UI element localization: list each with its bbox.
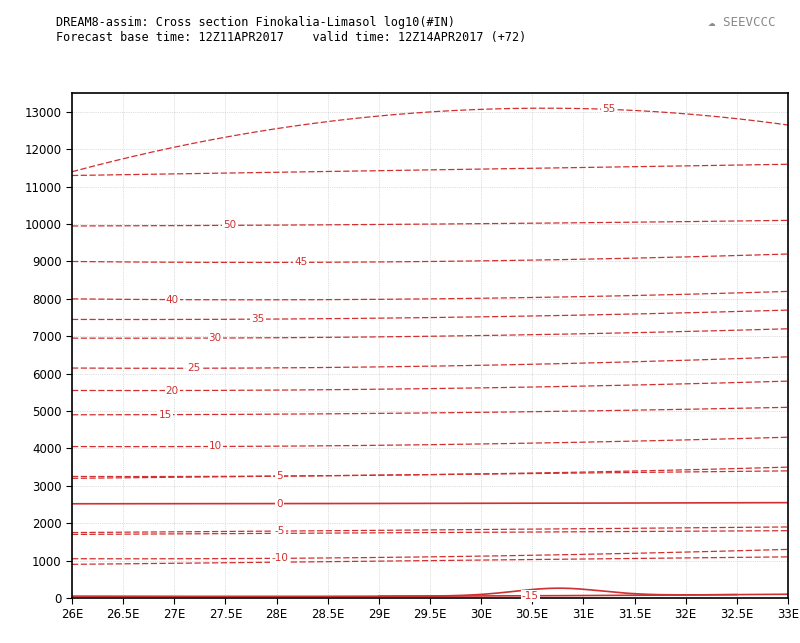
Text: 35: 35 [251,314,265,324]
Text: 45: 45 [294,257,308,267]
Text: 15: 15 [158,410,172,420]
Text: DREAM8-assim: Cross section Finokalia-Limasol log10(#IN)
Forecast base time: 12Z: DREAM8-assim: Cross section Finokalia-Li… [56,16,526,44]
Text: -15: -15 [522,591,538,601]
Text: 55: 55 [602,104,616,114]
Text: 20: 20 [166,386,179,395]
Text: ☁ SEEVCCC: ☁ SEEVCCC [709,16,776,29]
Text: 0: 0 [276,498,283,509]
Text: 40: 40 [166,294,179,305]
Text: 30: 30 [209,333,222,343]
Text: 50: 50 [223,221,236,230]
Text: 25: 25 [187,363,200,373]
Text: 10: 10 [209,442,222,451]
Text: 5: 5 [276,471,283,481]
Text: -10: -10 [271,554,288,563]
Text: -5: -5 [274,526,285,536]
